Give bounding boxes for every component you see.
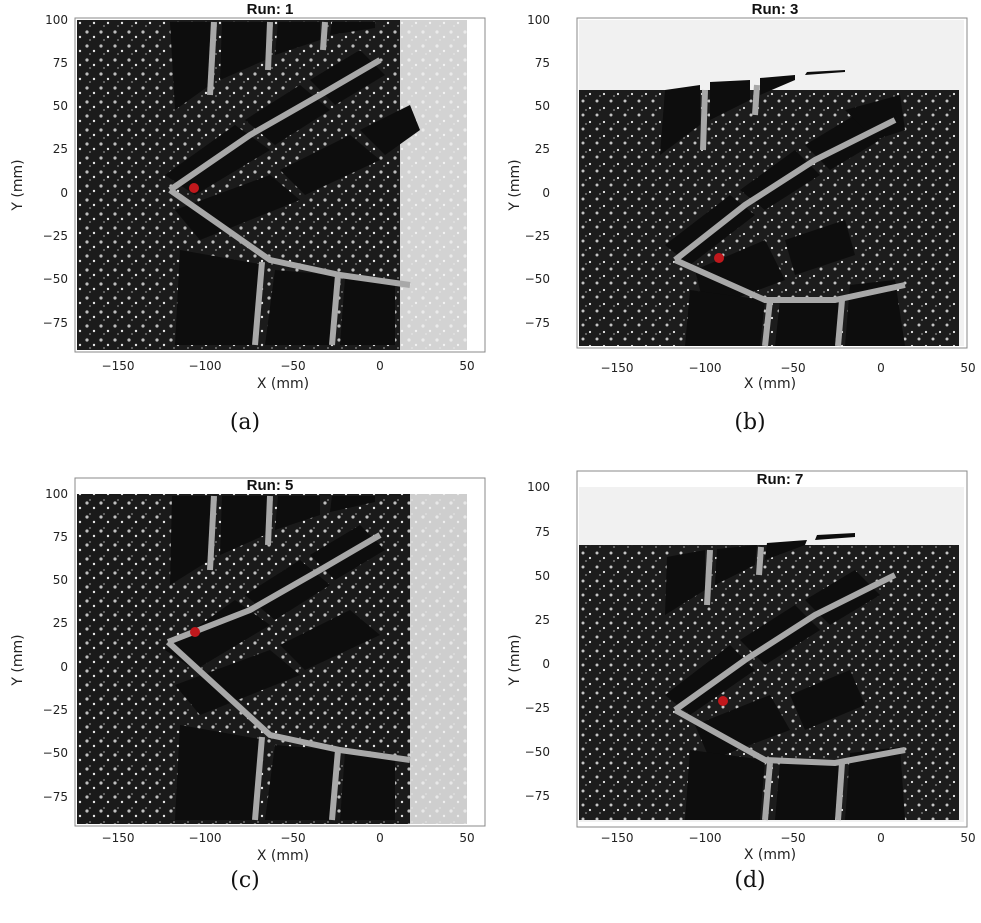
x-tick: −100 xyxy=(689,831,722,845)
y-tick-labels: 100 75 50 25 0 −25 −50 −75 xyxy=(525,13,550,330)
tread-grooves xyxy=(168,21,411,346)
y-tick-labels: 100 75 50 25 0 −25 −50 −75 xyxy=(43,13,68,330)
y-tick: 75 xyxy=(53,530,68,544)
y-tick: −50 xyxy=(43,746,68,760)
x-axis-label: X (mm) xyxy=(257,848,309,864)
y-tick-labels: 100 75 50 25 0 −25 −50 −75 xyxy=(43,487,68,804)
marker-point xyxy=(718,696,728,706)
axes-frame xyxy=(576,17,968,349)
y-tick: −25 xyxy=(43,229,68,243)
y-tick: 100 xyxy=(45,487,68,501)
y-tick: 50 xyxy=(535,99,550,113)
y-tick-labels: 100 75 50 25 0 −25 −50 −75 xyxy=(525,480,550,803)
y-tick: 50 xyxy=(535,569,550,583)
x-tick: −50 xyxy=(780,361,805,375)
y-tick: 25 xyxy=(535,613,550,627)
y-axis-label: Y (mm) xyxy=(10,634,26,686)
y-tick: 0 xyxy=(60,186,68,200)
tire-footprint-plot-a: 100 75 50 25 0 −25 −50 −75 −150 −100 −50… xyxy=(10,1,486,392)
y-axis-label: Y (mm) xyxy=(507,159,523,211)
marker-point xyxy=(714,253,724,263)
caption-a: (a) xyxy=(229,410,261,435)
y-axis-label: Y (mm) xyxy=(507,634,523,686)
y-tick: 0 xyxy=(60,660,68,674)
spray-right xyxy=(400,20,467,350)
y-tick: 100 xyxy=(527,480,550,494)
x-tick: 0 xyxy=(376,831,384,845)
tread-grooves xyxy=(165,495,411,821)
axes-frame xyxy=(74,17,486,353)
x-tick: −100 xyxy=(189,831,222,845)
panel-title: Run: 5 xyxy=(247,477,294,494)
tread-grooves xyxy=(673,84,906,347)
spray-right xyxy=(410,494,467,824)
y-tick: −75 xyxy=(43,316,68,330)
tire-footprint-plot-c: 100 75 50 25 0 −25 −50 −75 −150 −100 −50… xyxy=(10,477,486,864)
y-tick: 75 xyxy=(53,56,68,70)
y-tick: −50 xyxy=(525,745,550,759)
marker-point xyxy=(190,627,200,637)
x-tick: 50 xyxy=(960,361,975,375)
x-tick: −150 xyxy=(601,361,634,375)
x-tick: 0 xyxy=(877,361,885,375)
x-tick: −50 xyxy=(780,831,805,845)
y-tick: 100 xyxy=(527,13,550,27)
x-tick-labels: −150 −100 −50 0 50 xyxy=(102,359,475,373)
figure-panel-b: 100 75 50 25 0 −25 −50 −75 −150 −100 −50… xyxy=(495,0,981,435)
figure-panel-d: 100 75 50 25 0 −25 −50 −75 −150 −100 −50… xyxy=(495,465,981,923)
x-tick-labels: −150 −100 −50 0 50 xyxy=(601,831,976,845)
y-tick: −75 xyxy=(525,789,550,803)
y-tick: −25 xyxy=(525,229,550,243)
x-tick: −100 xyxy=(689,361,722,375)
figure-panel-a: 100 75 50 25 0 −25 −50 −75 −150 −100 −50… xyxy=(0,0,490,435)
x-tick: −100 xyxy=(189,359,222,373)
y-tick: −75 xyxy=(525,316,550,330)
y-tick: 0 xyxy=(542,186,550,200)
caption-b: (b) xyxy=(734,410,766,435)
x-tick: 0 xyxy=(877,831,885,845)
y-tick: 75 xyxy=(535,56,550,70)
x-tick-labels: −150 −100 −50 0 50 xyxy=(102,831,475,845)
axes-frame xyxy=(576,470,968,828)
tread-blocks xyxy=(165,496,395,820)
x-tick: 0 xyxy=(376,359,384,373)
x-tick: −150 xyxy=(102,359,135,373)
x-tick: −50 xyxy=(280,359,305,373)
x-tick: −150 xyxy=(601,831,634,845)
y-tick: −25 xyxy=(43,703,68,717)
y-tick: −25 xyxy=(525,701,550,715)
axes-frame xyxy=(74,477,486,827)
x-tick: −50 xyxy=(280,831,305,845)
x-tick: 50 xyxy=(459,359,474,373)
y-tick: 100 xyxy=(45,13,68,27)
x-tick: −150 xyxy=(102,831,135,845)
panel-title: Run: 1 xyxy=(247,1,294,18)
x-axis-label: X (mm) xyxy=(744,847,796,863)
tire-footprint-plot-d: 100 75 50 25 0 −25 −50 −75 −150 −100 −50… xyxy=(507,470,976,863)
y-tick: −50 xyxy=(43,272,68,286)
caption-c: (c) xyxy=(230,868,260,893)
panel-title: Run: 7 xyxy=(757,471,804,488)
marker-point xyxy=(189,183,199,193)
y-tick: −50 xyxy=(525,272,550,286)
y-axis-label: Y (mm) xyxy=(10,159,26,211)
y-tick: 50 xyxy=(53,99,68,113)
panel-title: Run: 3 xyxy=(752,1,799,18)
y-tick: 25 xyxy=(53,616,68,630)
y-tick: 50 xyxy=(53,573,68,587)
y-tick: 0 xyxy=(542,657,550,671)
x-tick-labels: −150 −100 −50 0 50 xyxy=(601,361,976,375)
caption-d: (d) xyxy=(734,868,766,893)
tread-grooves xyxy=(673,546,906,821)
y-tick: 25 xyxy=(535,142,550,156)
x-tick: 50 xyxy=(960,831,975,845)
y-tick: 25 xyxy=(53,142,68,156)
x-axis-label: X (mm) xyxy=(744,376,796,392)
figure-panel-c: 100 75 50 25 0 −25 −50 −75 −150 −100 −50… xyxy=(0,470,490,923)
x-axis-label: X (mm) xyxy=(257,376,309,392)
y-tick: 75 xyxy=(535,525,550,539)
x-tick: 50 xyxy=(459,831,474,845)
tire-footprint-plot-b: 100 75 50 25 0 −25 −50 −75 −150 −100 −50… xyxy=(507,1,976,392)
y-tick: −75 xyxy=(43,790,68,804)
